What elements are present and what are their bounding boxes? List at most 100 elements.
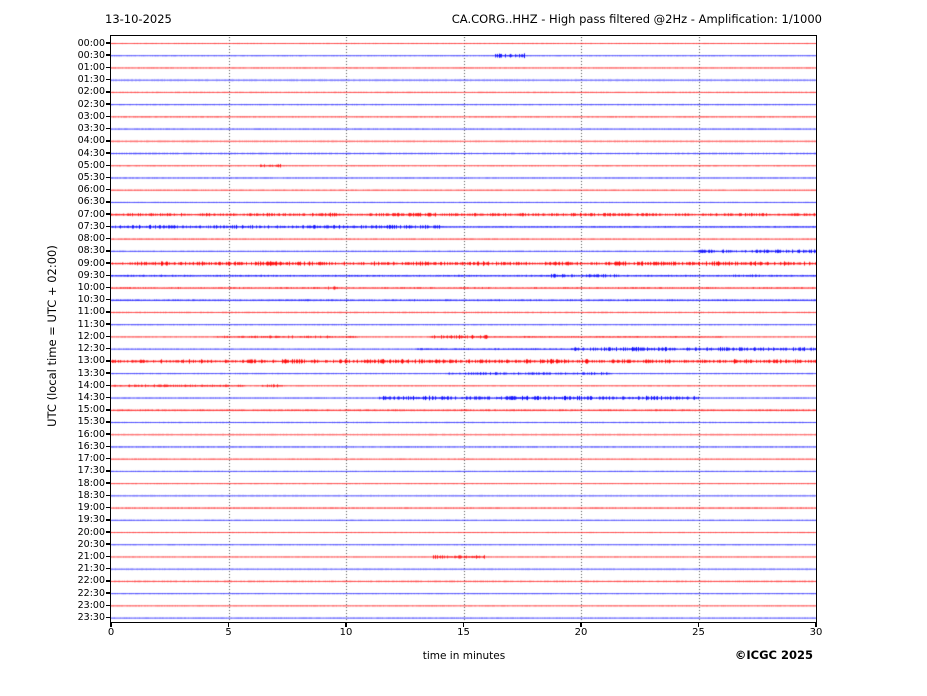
y-tick-mark bbox=[106, 274, 110, 277]
y-tick-label: 21:00 bbox=[77, 550, 105, 562]
y-tick-mark bbox=[106, 433, 110, 435]
y-tick-label: 04:00 bbox=[77, 135, 105, 147]
y-tick-label: 13:30 bbox=[77, 367, 105, 379]
y-tick-mark bbox=[106, 616, 110, 619]
y-tick-mark bbox=[106, 531, 110, 533]
y-tick-mark bbox=[106, 42, 110, 44]
x-tick-mark bbox=[110, 623, 112, 627]
y-tick-label: 07:00 bbox=[77, 208, 105, 220]
y-tick-mark bbox=[106, 335, 110, 338]
y-tick-label: 22:00 bbox=[77, 575, 105, 587]
y-tick-label: 07:30 bbox=[77, 220, 105, 232]
y-tick-label: 13:00 bbox=[77, 355, 105, 367]
y-tick-label: 08:30 bbox=[77, 245, 105, 257]
y-tick-label: 01:00 bbox=[77, 61, 105, 73]
seismogram-canvas bbox=[111, 36, 816, 622]
y-tick-mark bbox=[106, 580, 110, 582]
plot-title: CA.CORG..HHZ - High pass filtered @2Hz -… bbox=[451, 12, 822, 26]
y-tick-mark bbox=[106, 250, 110, 252]
y-tick-label: 09:00 bbox=[77, 257, 105, 269]
y-tick-label: 15:00 bbox=[77, 404, 105, 416]
y-tick-mark bbox=[106, 188, 110, 191]
y-tick-label: 04:30 bbox=[77, 147, 105, 159]
y-tick-label: 05:30 bbox=[77, 171, 105, 183]
y-tick-mark bbox=[106, 323, 110, 325]
x-tick-mark bbox=[580, 623, 582, 627]
y-tick-label: 06:00 bbox=[77, 184, 105, 196]
x-tick-label: 5 bbox=[225, 627, 232, 638]
y-tick-label: 23:30 bbox=[77, 612, 105, 624]
y-tick-label: 01:30 bbox=[77, 74, 105, 86]
y-tick-label: 20:00 bbox=[77, 526, 105, 538]
y-tick-mark bbox=[106, 604, 110, 607]
y-tick-label: 14:00 bbox=[77, 379, 105, 391]
x-tick-label: 0 bbox=[107, 627, 115, 638]
y-tick-mark bbox=[106, 567, 110, 570]
y-tick-mark bbox=[106, 421, 110, 423]
y-tick-label: 11:30 bbox=[77, 318, 105, 330]
y-tick-label: 14:30 bbox=[77, 392, 105, 404]
y-tick-label: 17:00 bbox=[77, 453, 105, 465]
y-tick-label: 12:00 bbox=[77, 330, 105, 342]
y-tick-label: 12:30 bbox=[77, 343, 105, 355]
y-tick-mark bbox=[106, 103, 110, 105]
y-tick-mark bbox=[106, 494, 110, 497]
y-tick-label: 00:30 bbox=[77, 49, 105, 61]
y-tick-mark bbox=[106, 201, 110, 203]
x-tick-label: 30 bbox=[809, 627, 823, 638]
y-tick-label: 05:00 bbox=[77, 159, 105, 171]
y-tick-label: 16:00 bbox=[77, 428, 105, 440]
y-tick-label: 11:00 bbox=[77, 306, 105, 318]
y-tick-label: 21:30 bbox=[77, 563, 105, 575]
x-tick-mark bbox=[815, 623, 817, 627]
y-tick-mark bbox=[106, 506, 110, 509]
y-tick-mark bbox=[106, 347, 110, 350]
y-tick-mark bbox=[106, 543, 110, 545]
y-tick-mark bbox=[106, 286, 110, 289]
x-tick-mark bbox=[462, 623, 465, 627]
y-tick-mark bbox=[106, 213, 110, 215]
y-tick-label: 15:30 bbox=[77, 416, 105, 428]
y-tick-label: 03:00 bbox=[77, 110, 105, 122]
y-tick-mark bbox=[106, 360, 110, 362]
x-tick-mark bbox=[227, 623, 230, 627]
x-tick-label: 15 bbox=[457, 627, 470, 638]
y-tick-mark bbox=[106, 372, 110, 374]
y-tick-label: 18:00 bbox=[77, 477, 105, 489]
plot-date: 13-10-2025 bbox=[105, 12, 172, 26]
y-tick-mark bbox=[106, 457, 110, 460]
y-tick-label: 09:30 bbox=[77, 269, 105, 281]
y-tick-mark bbox=[106, 409, 110, 411]
y-tick-label: 19:30 bbox=[77, 514, 105, 526]
y-tick-mark bbox=[106, 237, 110, 240]
y-tick-mark bbox=[106, 592, 110, 594]
y-tick-label: 16:30 bbox=[77, 440, 105, 452]
y-tick-label: 02:00 bbox=[77, 86, 105, 98]
y-tick-mark bbox=[106, 140, 110, 142]
y-tick-label: 23:00 bbox=[77, 599, 105, 611]
y-tick-label: 03:30 bbox=[77, 123, 105, 135]
y-tick-mark bbox=[106, 445, 110, 448]
x-tick-mark bbox=[697, 623, 700, 627]
x-tick-label: 20 bbox=[574, 627, 588, 638]
y-tick-label: 02:30 bbox=[77, 98, 105, 110]
y-tick-label: 10:30 bbox=[77, 294, 105, 306]
x-tick-mark bbox=[345, 623, 347, 627]
y-tick-mark bbox=[106, 311, 110, 313]
y-tick-mark bbox=[106, 176, 110, 179]
y-tick-mark bbox=[106, 91, 110, 93]
y-tick-label: 18:30 bbox=[77, 489, 105, 501]
y-tick-mark bbox=[106, 384, 110, 387]
y-tick-mark bbox=[106, 115, 110, 118]
y-tick-mark bbox=[106, 54, 110, 56]
y-tick-mark bbox=[106, 164, 110, 166]
copyright-label: ©ICGC 2025 bbox=[734, 648, 813, 662]
y-tick-label: 22:30 bbox=[77, 587, 105, 599]
x-axis-title: time in minutes bbox=[422, 650, 506, 662]
y-tick-label: 00:00 bbox=[77, 37, 105, 49]
y-tick-mark bbox=[106, 519, 110, 521]
y-tick-mark bbox=[106, 78, 110, 81]
y-tick-mark bbox=[106, 262, 110, 264]
y-tick-label: 06:30 bbox=[77, 196, 105, 208]
